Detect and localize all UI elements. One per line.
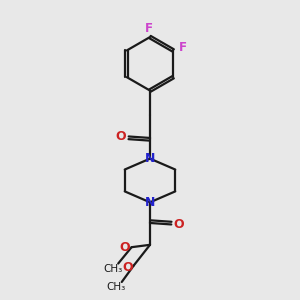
Text: CH₃: CH₃: [103, 264, 122, 274]
Text: F: F: [179, 41, 187, 54]
Text: O: O: [116, 130, 126, 143]
Text: O: O: [174, 218, 184, 231]
Text: O: O: [120, 241, 130, 254]
Text: N: N: [145, 152, 155, 165]
Text: N: N: [145, 196, 155, 209]
Text: O: O: [122, 261, 133, 274]
Text: F: F: [145, 22, 152, 35]
Text: CH₃: CH₃: [107, 282, 126, 292]
